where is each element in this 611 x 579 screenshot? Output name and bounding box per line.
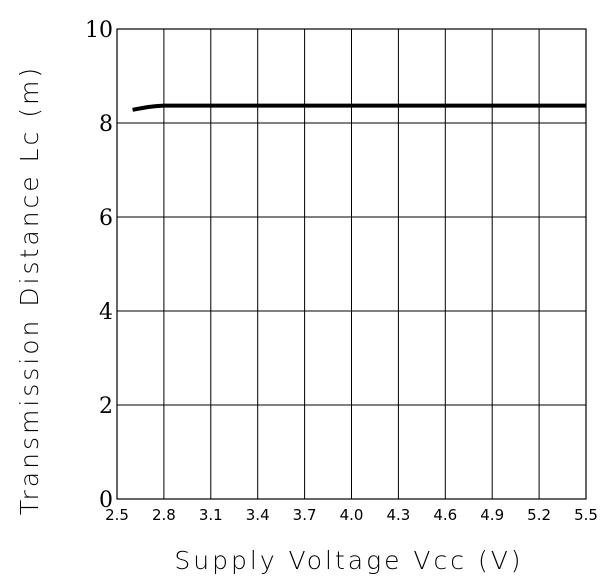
y-tick-label: 6 [99, 206, 113, 231]
y-tick-label: 8 [99, 112, 113, 137]
series-line [132, 103, 586, 112]
y-axis-title: Transmission Distance Lc (m) [15, 65, 44, 515]
x-tick-labels: 2.5 2.8 3.1 3.4 3.7 4.0 4.3 4.6 4.9 5.2 5.5 [105, 506, 598, 524]
x-axis-title: Supply Voltage Vcc (V) [174, 546, 523, 575]
series-layer [132, 103, 586, 112]
y-tick-label: 0 [99, 488, 113, 513]
x-tick-label: 2.5 [105, 506, 129, 524]
y-tick-label: 4 [99, 300, 113, 325]
x-tick-label: 5.2 [527, 506, 551, 524]
y-tick-labels: 0 2 4 6 8 10 [85, 18, 113, 513]
grid [116, 28, 587, 500]
plot-frame [116, 28, 587, 500]
x-tick-label: 5.5 [574, 506, 598, 524]
x-tick-label: 4.3 [386, 506, 410, 524]
x-tick-label: 3.7 [293, 506, 317, 524]
x-tick-label: 4.0 [340, 506, 364, 524]
x-tick-label: 4.9 [480, 506, 504, 524]
x-tick-label: 2.8 [152, 506, 176, 524]
x-tick-label: 3.4 [246, 506, 270, 524]
y-tick-label: 10 [85, 18, 113, 43]
x-tick-label: 4.6 [433, 506, 457, 524]
x-tick-label: 3.1 [199, 506, 223, 524]
y-tick-label: 2 [99, 394, 113, 419]
